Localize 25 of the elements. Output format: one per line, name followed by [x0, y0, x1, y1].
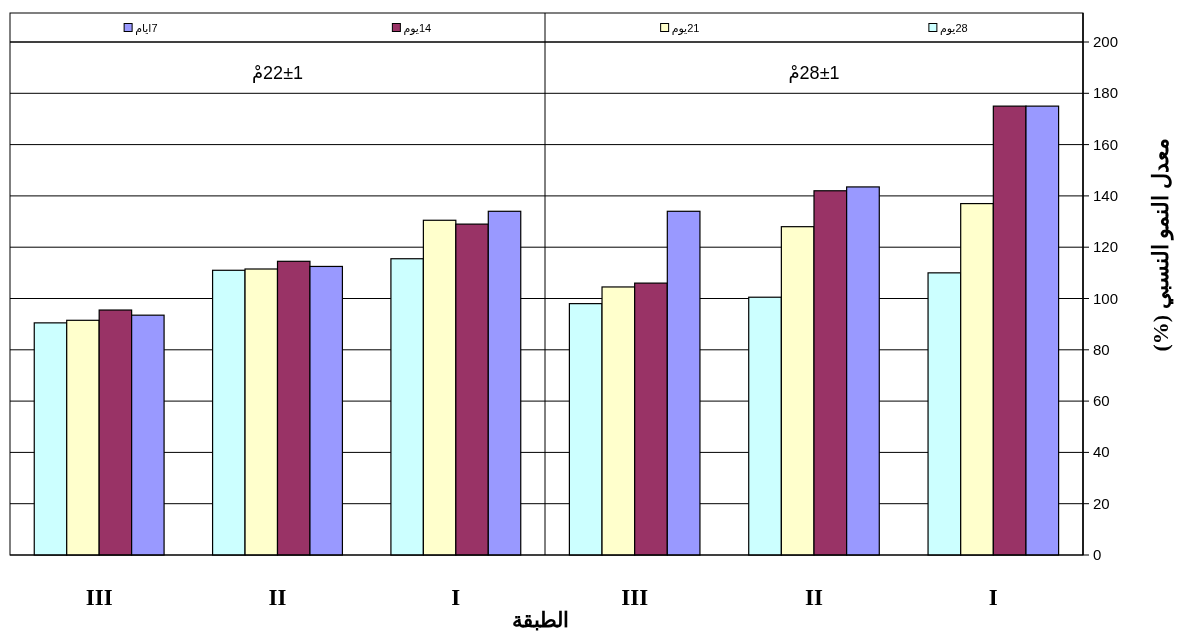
y-tick-label: 60: [1093, 392, 1110, 410]
y-tick-label: 0: [1093, 546, 1102, 563]
legend-label: 14يوم: [403, 21, 432, 35]
text: 28±1مْ: [788, 63, 840, 83]
y-tick-label: 140: [1093, 186, 1119, 204]
legend-label: 21يوم: [671, 21, 700, 35]
y-tick-label: 120: [1093, 238, 1119, 256]
x-tick-label: II: [268, 585, 287, 610]
x-axis-title: الطبقة: [511, 608, 569, 632]
y-tick-label: 100: [1093, 289, 1119, 307]
y-tick-label: 40: [1093, 443, 1110, 461]
y-tick-label: 160: [1093, 135, 1119, 153]
y-axis-title: معدل النمو النسبي (%): [1148, 138, 1174, 352]
y-tick-label: 80: [1093, 340, 1110, 358]
text: 22±1مْ: [251, 63, 304, 83]
legend-label: 7ايام: [135, 21, 158, 35]
legend-label: 28يوم: [939, 21, 968, 35]
x-tick-label: III: [621, 585, 649, 610]
y-tick-label: 200: [1093, 33, 1119, 50]
x-tick-label: I: [451, 585, 461, 610]
x-tick-label: II: [805, 585, 823, 610]
y-tick-label: 180: [1093, 84, 1119, 102]
x-tick-label: I: [988, 585, 998, 610]
y-tick-label: 20: [1093, 494, 1110, 512]
x-tick-label: III: [85, 585, 113, 610]
